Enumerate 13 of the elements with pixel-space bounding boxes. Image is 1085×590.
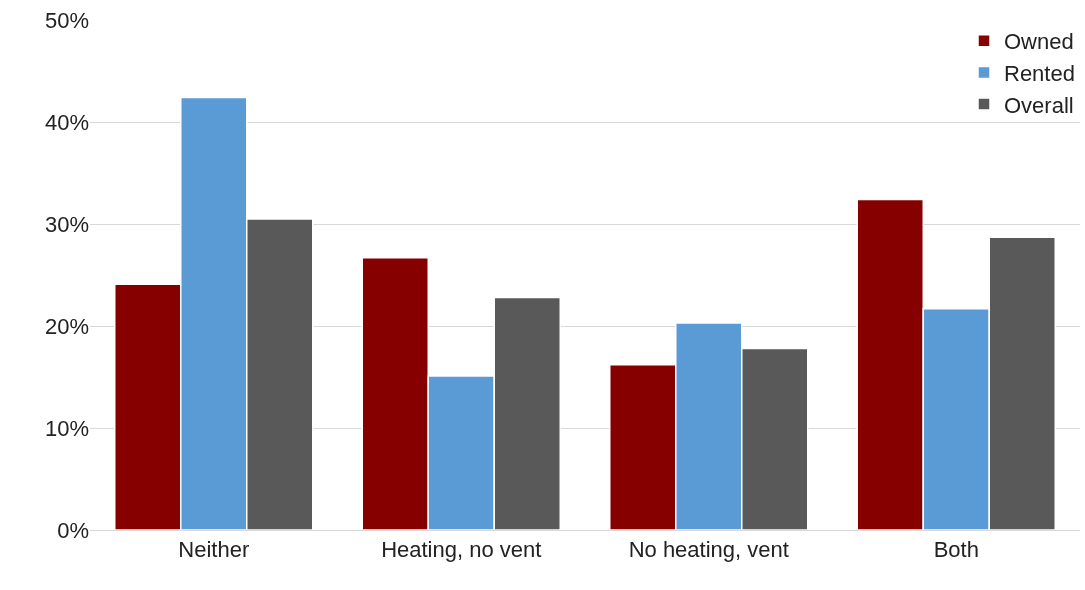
- y-tick-label: 10%: [44, 415, 89, 441]
- y-tick-label: 40%: [44, 109, 89, 135]
- y-tick-label: 30%: [44, 211, 89, 237]
- x-tick-label: Both: [933, 537, 979, 563]
- y-tick-label: 50%: [44, 7, 89, 33]
- legend-label: Rented: [1004, 60, 1075, 86]
- y-tick-label: 0%: [57, 517, 89, 543]
- y-tick-label: 20%: [44, 313, 89, 339]
- x-tick-label: Heating, no vent: [381, 537, 542, 563]
- legend-label: Owned: [1004, 29, 1074, 55]
- x-tick-label: No heating, vent: [628, 537, 789, 563]
- x-tick-label: Neither: [178, 537, 250, 563]
- legend-label: Overall: [1004, 92, 1074, 118]
